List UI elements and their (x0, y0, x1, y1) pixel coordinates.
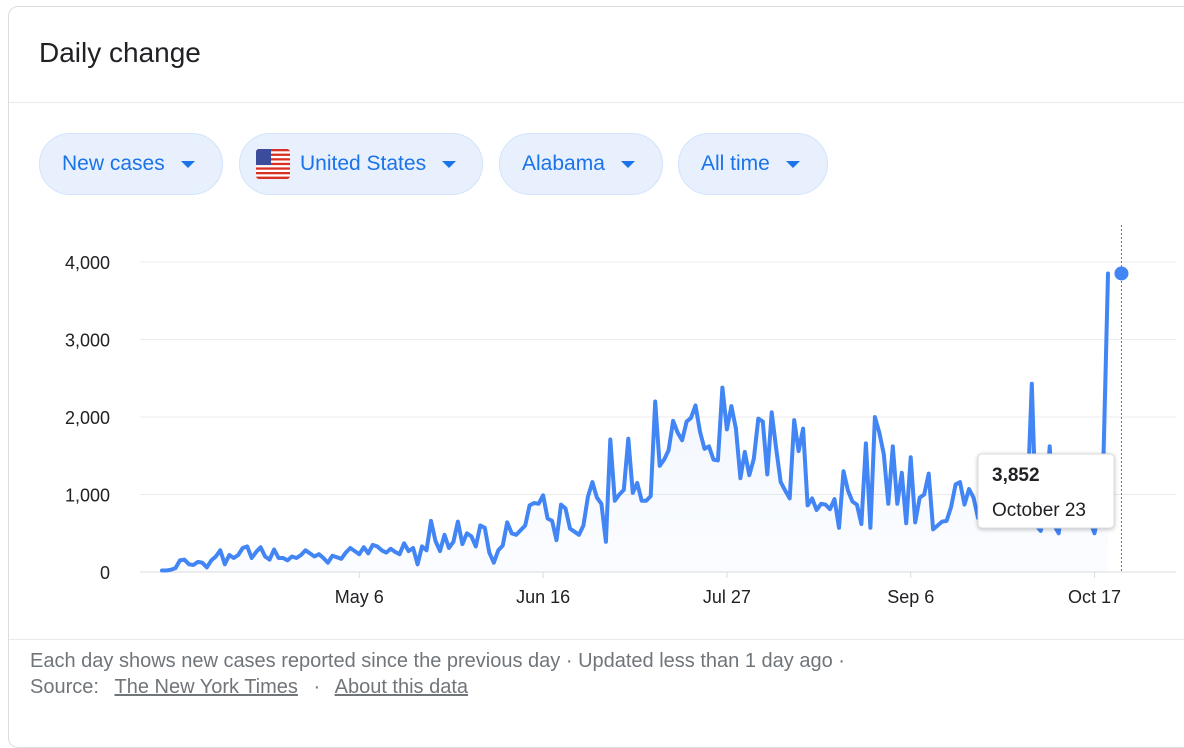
y-tick-label: 4,000 (65, 253, 110, 273)
chevron-down-icon (442, 160, 457, 168)
region-chip-label: Alabama (522, 152, 605, 175)
footer-source-line: Source: The New York Times · About this … (30, 674, 845, 700)
chevron-down-icon (785, 160, 800, 168)
x-tick-label: Jun 16 (516, 587, 570, 607)
x-tick-label: Jul 27 (703, 587, 751, 607)
metric-chip[interactable]: New cases (39, 133, 223, 195)
footer-divider (9, 639, 1184, 640)
country-chip-label: United States (300, 152, 427, 175)
daily-cases-chart[interactable]: 0 1,000 2,000 3,000 4,000 May 6 Jun 16 Jul 27 Se… (0, 0, 1184, 718)
chevron-down-icon (180, 160, 195, 168)
footer-description: Each day shows new cases reported since … (30, 650, 845, 672)
about-data-link[interactable]: About this data (334, 676, 469, 698)
tooltip-value: 3,852 (992, 465, 1040, 486)
chart-tooltip: 3,852 October 23 (977, 453, 1115, 529)
country-chip[interactable]: United States (239, 133, 483, 195)
time-range-chip[interactable]: All time (678, 133, 828, 195)
y-tick-label: 0 (100, 563, 110, 583)
x-tick-label: May 6 (335, 587, 384, 607)
header-divider (9, 102, 1184, 103)
chevron-down-icon (620, 160, 635, 168)
daily-change-card: Daily change New cases United States Ala… (8, 6, 1184, 748)
series-line (160, 271, 1110, 573)
x-tick-label: Sep 6 (887, 587, 934, 607)
tooltip-box (977, 453, 1115, 529)
y-tick-label: 3,000 (65, 331, 110, 351)
y-tick-label: 1,000 (65, 486, 110, 506)
card-title: Daily change (39, 37, 201, 68)
metric-chip-label: New cases (62, 152, 165, 175)
source-link[interactable]: The New York Times (114, 676, 298, 698)
source-label: Source: (30, 676, 99, 698)
highlight-point (1114, 266, 1129, 281)
tooltip-date: October 23 (992, 500, 1086, 521)
x-tick-label: Oct 17 (1068, 587, 1121, 607)
series-area (162, 273, 1108, 572)
us-flag-icon (256, 149, 290, 179)
time-range-chip-label: All time (701, 152, 770, 175)
chart-footer: Each day shows new cases reported since … (30, 648, 845, 700)
region-chip[interactable]: Alabama (499, 133, 663, 195)
y-tick-label: 2,000 (65, 408, 110, 428)
footer-separator: · (313, 676, 321, 698)
